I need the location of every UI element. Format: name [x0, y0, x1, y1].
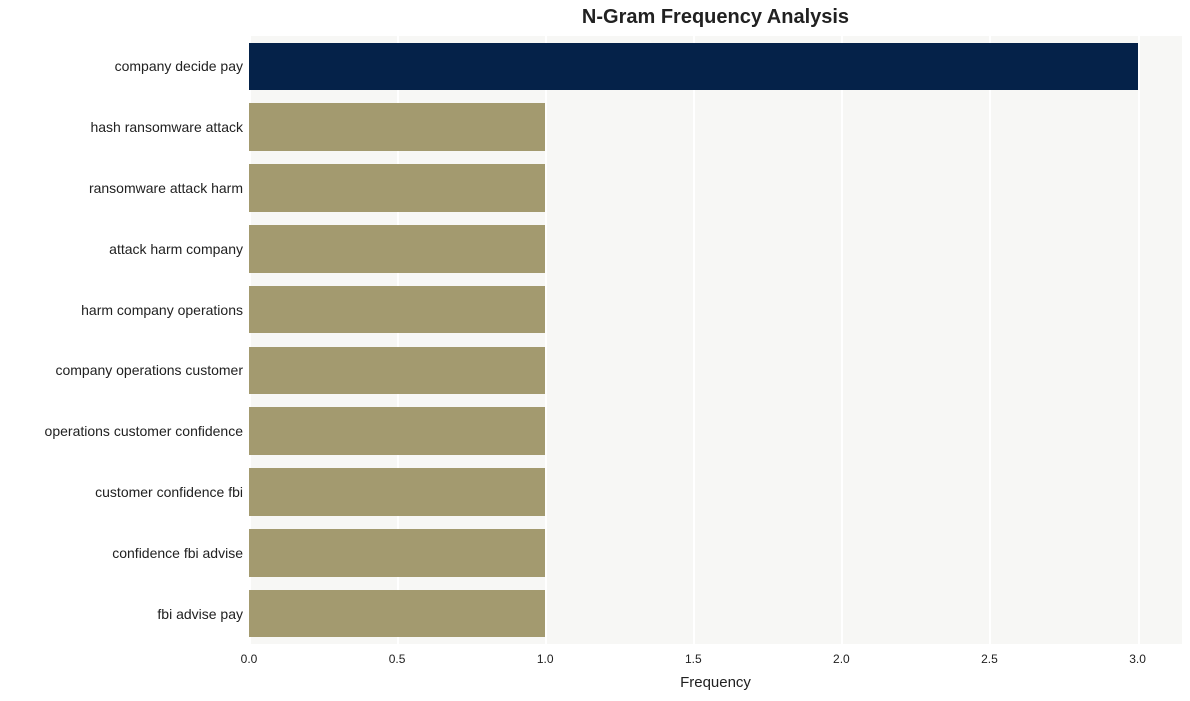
x-tick-label: 2.0	[833, 652, 850, 666]
bar	[249, 529, 545, 576]
bar	[249, 468, 545, 515]
y-tick-label: hash ransomware attack	[90, 119, 243, 135]
bar	[249, 103, 545, 150]
gridline	[545, 36, 547, 644]
gridline	[693, 36, 695, 644]
y-tick-label: harm company operations	[81, 302, 243, 318]
bar	[249, 164, 545, 211]
y-tick-label: fbi advise pay	[157, 606, 243, 622]
bar	[249, 590, 545, 637]
plot-area	[249, 36, 1182, 644]
gridline	[841, 36, 843, 644]
bar	[249, 407, 545, 454]
x-tick-label: 1.5	[685, 652, 702, 666]
bar	[249, 225, 545, 272]
x-axis-title: Frequency	[680, 674, 751, 691]
bar	[249, 286, 545, 333]
gridline	[1138, 36, 1140, 644]
y-tick-label: customer confidence fbi	[95, 484, 243, 500]
x-tick-label: 1.0	[537, 652, 554, 666]
y-tick-label: company decide pay	[115, 58, 243, 74]
y-tick-label: attack harm company	[109, 241, 243, 257]
bar	[249, 347, 545, 394]
x-tick-label: 3.0	[1129, 652, 1146, 666]
gridline	[989, 36, 991, 644]
y-tick-label: ransomware attack harm	[89, 180, 243, 196]
chart-title: N-Gram Frequency Analysis	[582, 6, 849, 29]
x-tick-label: 0.0	[241, 652, 258, 666]
y-tick-label: company operations customer	[55, 362, 243, 378]
bar	[249, 43, 1138, 90]
y-tick-label: confidence fbi advise	[112, 545, 243, 561]
y-tick-label: operations customer confidence	[45, 423, 243, 439]
x-tick-label: 2.5	[981, 652, 998, 666]
x-tick-label: 0.5	[389, 652, 406, 666]
chart-container: N-Gram Frequency Analysis Frequency 0.0 0…	[0, 0, 1190, 701]
